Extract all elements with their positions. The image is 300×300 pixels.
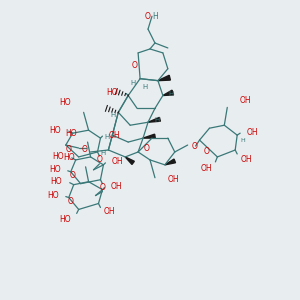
Text: O: O xyxy=(192,142,197,151)
Text: HO: HO xyxy=(65,129,77,138)
Text: HO: HO xyxy=(47,191,59,200)
Text: OH: OH xyxy=(108,130,120,140)
Text: O: O xyxy=(68,197,74,206)
Text: HO: HO xyxy=(59,98,71,107)
Text: H: H xyxy=(104,134,110,140)
Text: HO: HO xyxy=(52,152,64,161)
Text: H: H xyxy=(110,112,115,118)
Polygon shape xyxy=(148,117,161,122)
Text: H: H xyxy=(240,138,245,142)
Polygon shape xyxy=(165,159,175,165)
Text: HO: HO xyxy=(107,88,118,97)
Text: HO: HO xyxy=(49,165,61,174)
Polygon shape xyxy=(158,75,170,81)
Text: HO: HO xyxy=(63,153,75,162)
Text: H: H xyxy=(169,91,174,97)
Polygon shape xyxy=(125,157,134,164)
Text: HO: HO xyxy=(49,126,61,135)
Text: OH: OH xyxy=(110,182,122,191)
Text: H: H xyxy=(142,84,147,90)
Text: O: O xyxy=(97,155,102,164)
Text: O: O xyxy=(145,12,151,21)
Text: O: O xyxy=(100,183,105,192)
Text: O: O xyxy=(203,148,209,157)
Text: H: H xyxy=(130,80,135,85)
Text: OH: OH xyxy=(103,207,115,216)
Text: OH: OH xyxy=(247,128,259,137)
Text: O: O xyxy=(66,145,72,154)
Text: H: H xyxy=(100,150,105,156)
Text: O: O xyxy=(82,145,88,154)
Text: H: H xyxy=(154,117,159,123)
Text: OH: OH xyxy=(240,155,252,164)
Text: OH: OH xyxy=(239,96,251,105)
Text: OH: OH xyxy=(201,164,212,173)
Text: O: O xyxy=(144,143,150,152)
Text: O: O xyxy=(70,171,76,180)
Text: O: O xyxy=(131,61,137,70)
Polygon shape xyxy=(163,90,173,95)
Polygon shape xyxy=(143,134,155,138)
Text: H: H xyxy=(152,12,158,21)
Text: HO: HO xyxy=(50,177,62,186)
Text: OH: OH xyxy=(111,158,123,166)
Text: HO: HO xyxy=(59,215,71,224)
Text: OH: OH xyxy=(168,175,179,184)
